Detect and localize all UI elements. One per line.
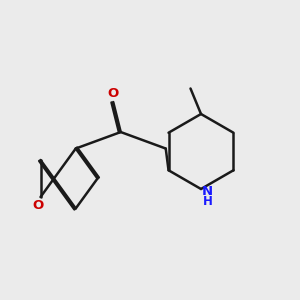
Text: H: H xyxy=(203,195,212,208)
Text: O: O xyxy=(32,199,44,212)
Text: O: O xyxy=(108,87,119,100)
Text: N: N xyxy=(202,185,213,198)
